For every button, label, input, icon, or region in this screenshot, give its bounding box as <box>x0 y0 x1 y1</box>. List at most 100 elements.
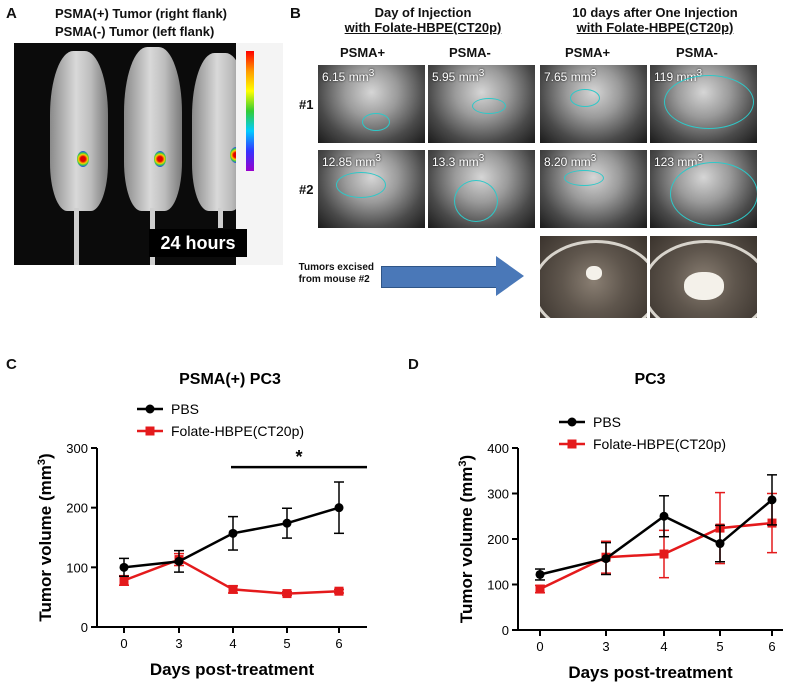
data-point <box>767 495 777 505</box>
series-line <box>539 521 773 591</box>
x-tick-label: 4 <box>229 636 236 651</box>
bioluminescence-image: 24 hours <box>14 43 283 265</box>
data-point <box>228 584 238 594</box>
x-tick-label: 3 <box>175 636 182 651</box>
mouse-2 <box>124 47 182 211</box>
volume-r2c4: 123 mm3 <box>654 153 703 169</box>
chart-title: PSMA(+) PC3 <box>179 371 281 388</box>
mouse-1-tail <box>74 208 79 265</box>
volume-r1c1: 6.15 mm3 <box>322 68 375 84</box>
excised-dish-psma-negative <box>650 236 757 318</box>
data-point <box>659 549 669 559</box>
y-tick-label: 300 <box>487 487 509 502</box>
time-label: 24 hours <box>149 229 247 257</box>
row-label-1: #1 <box>299 97 314 112</box>
ultrasound-r2c1: 12.85 mm3 <box>318 150 425 228</box>
col-label-3: PSMA+ <box>565 45 611 60</box>
data-point <box>174 556 184 566</box>
x-tick-label: 4 <box>660 639 667 654</box>
arrow-icon <box>496 256 524 296</box>
ultrasound-r1c4: 119 mm3 <box>650 65 757 143</box>
panel-b-label: B <box>290 5 301 22</box>
legend-label: Folate-HBPE(CT20p) <box>593 436 726 452</box>
y-axis-title: Tumor volume (mm3) <box>36 453 55 621</box>
x-axis-title: Days post-treatment <box>150 660 315 679</box>
chart-title: PC3 <box>634 371 665 388</box>
data-point <box>334 503 344 513</box>
tumor-outline <box>570 89 600 107</box>
data-point <box>282 589 292 599</box>
header-day-of-injection: Day of Injection with Folate-HBPE(CT20p) <box>344 5 502 35</box>
excised-tumor-small <box>586 266 602 280</box>
panel-a-label: A <box>6 5 17 22</box>
legend-marker <box>567 439 577 449</box>
tumor-signal-2 <box>154 151 166 167</box>
colorbar-panel <box>236 43 283 265</box>
data-point <box>334 586 344 596</box>
data-point <box>282 518 292 528</box>
x-tick-label: 0 <box>120 636 127 651</box>
tumor-outline <box>670 162 757 226</box>
x-axis-title: Days post-treatment <box>568 663 733 682</box>
tumor-signal-1 <box>77 151 89 167</box>
header-10-days-after: 10 days after One Injection with Folate-… <box>572 5 738 35</box>
panel-a-caption-line2: PSMA(-) Tumor (left flank) <box>55 24 215 39</box>
data-point <box>659 511 669 521</box>
tumor-outline <box>472 98 506 114</box>
row-label-2: #2 <box>299 182 314 197</box>
col-label-4: PSMA- <box>676 45 718 60</box>
radiance-colorbar <box>246 51 254 171</box>
x-tick-label: 5 <box>283 636 290 651</box>
legend-marker <box>145 426 155 436</box>
mouse-3-tail <box>218 208 223 228</box>
volume-r1c3: 7.65 mm3 <box>544 68 597 84</box>
chart-psma-positive: PSMA(+) PC3 PBS Folate-HBPE(CT20p) 0 100 200 3… <box>36 371 367 679</box>
y-tick-label: 100 <box>487 578 509 593</box>
y-tick-label: 200 <box>487 532 509 547</box>
data-point <box>715 539 725 549</box>
ultrasound-r2c2: 13.3 mm3 <box>428 150 535 228</box>
y-tick-label: 100 <box>66 560 88 575</box>
tumor-outline <box>664 75 754 129</box>
series-line <box>539 498 773 576</box>
volume-r2c1: 12.85 mm3 <box>322 153 381 169</box>
legend-label: PBS <box>171 401 199 417</box>
excised-dish-psma-positive <box>540 236 647 318</box>
mouse-1 <box>50 51 108 211</box>
ultrasound-r1c1: 6.15 mm3 <box>318 65 425 143</box>
data-point <box>601 554 611 564</box>
chart-pc3: PC3 PBS Folate-HBPE(CT20p) 0 100 200 300 400 0 3 4… <box>457 371 783 682</box>
tumor-outline <box>336 172 386 198</box>
tumor-outline <box>564 170 604 186</box>
legend-marker <box>567 417 577 427</box>
panel-c-label: C <box>6 356 17 373</box>
ultrasound-r1c3: 7.65 mm3 <box>540 65 647 143</box>
ultrasound-r2c3: 8.20 mm3 <box>540 150 647 228</box>
col-label-2: PSMA- <box>449 45 491 60</box>
panel-d-label: D <box>408 356 419 373</box>
volume-r2c3: 8.20 mm3 <box>544 153 597 169</box>
y-tick-label: 0 <box>502 623 509 638</box>
data-point <box>535 584 545 594</box>
legend-label: PBS <box>593 414 621 430</box>
volume-r1c2: 5.95 mm3 <box>432 68 485 84</box>
excised-tumor-large <box>684 272 724 300</box>
data-point <box>119 575 129 585</box>
arrow-body <box>381 266 499 288</box>
ultrasound-r1c2: 5.95 mm3 <box>428 65 535 143</box>
tumor-outline <box>454 180 498 222</box>
y-tick-label: 300 <box>66 441 88 456</box>
legend-marker <box>145 404 155 414</box>
data-point <box>228 528 238 538</box>
significance-label: * <box>295 447 302 467</box>
col-label-1: PSMA+ <box>340 45 386 60</box>
x-tick-label: 6 <box>768 639 775 654</box>
x-tick-label: 6 <box>335 636 342 651</box>
y-tick-label: 0 <box>81 620 88 635</box>
volume-r2c2: 13.3 mm3 <box>432 153 485 169</box>
excised-caption: Tumors excised from mouse #2 <box>298 262 374 285</box>
data-point <box>535 569 545 579</box>
panel-a-caption-line1: PSMA(+) Tumor (right flank) <box>55 6 228 21</box>
ultrasound-r2c4: 123 mm3 <box>650 150 757 228</box>
x-tick-label: 3 <box>602 639 609 654</box>
